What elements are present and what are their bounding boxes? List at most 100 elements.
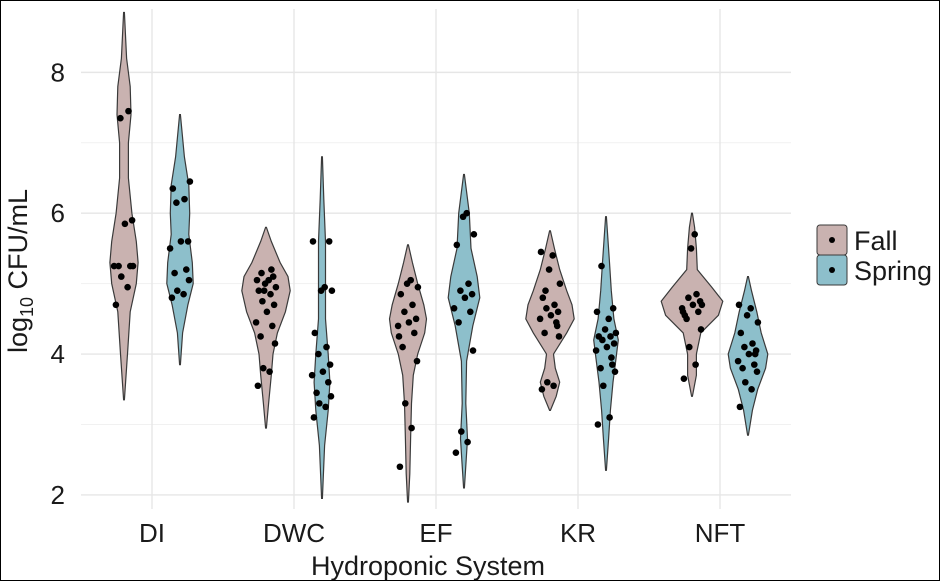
data-point — [313, 389, 320, 397]
x-axis-title: Hydroponic System — [311, 551, 545, 580]
x-tick-label: KR — [560, 518, 596, 548]
data-point — [184, 238, 192, 245]
data-point — [697, 326, 705, 333]
x-tick-label: DWC — [263, 518, 325, 548]
data-point — [607, 333, 614, 340]
data-points — [110, 107, 762, 471]
data-point — [325, 238, 333, 245]
violin-spring-kr — [593, 216, 619, 471]
data-point — [396, 463, 404, 471]
data-point — [177, 238, 185, 245]
data-point — [735, 301, 743, 309]
data-point — [267, 290, 274, 298]
data-point — [692, 361, 699, 368]
violin-fall-dwc — [241, 226, 291, 429]
data-point — [745, 350, 753, 358]
data-point — [181, 195, 188, 203]
data-point — [461, 294, 469, 302]
data-point — [693, 290, 700, 298]
data-point — [541, 329, 548, 337]
data-point — [741, 343, 748, 351]
data-point — [413, 357, 421, 365]
data-point — [269, 273, 277, 280]
data-point — [169, 185, 177, 192]
data-point — [272, 283, 280, 291]
y-axis-title-rest: CFU/mL — [3, 189, 33, 297]
data-point — [537, 248, 545, 256]
data-point — [751, 361, 758, 368]
data-point — [597, 364, 604, 372]
data-point — [600, 382, 607, 390]
legend-key-fall-point — [829, 237, 835, 243]
data-point — [592, 347, 600, 354]
data-point — [606, 414, 613, 421]
data-point — [601, 326, 609, 333]
data-point — [414, 283, 422, 291]
data-point — [610, 340, 618, 347]
legend: Fall Spring — [816, 224, 932, 286]
violin-fall-kr — [525, 230, 575, 411]
data-point — [399, 343, 406, 351]
data-point — [185, 276, 193, 284]
data-point — [748, 385, 755, 393]
data-point — [127, 262, 134, 270]
data-point — [455, 319, 462, 326]
y-axis-title-main: log — [3, 317, 33, 353]
data-point — [749, 340, 756, 347]
data-point — [547, 312, 555, 319]
data-point — [394, 322, 402, 330]
data-point — [328, 287, 336, 294]
data-point — [689, 301, 697, 309]
data-point — [545, 266, 553, 273]
data-point — [736, 403, 744, 411]
data-point — [555, 333, 563, 340]
data-point — [315, 350, 322, 358]
data-point — [319, 368, 327, 375]
data-point — [747, 304, 754, 312]
data-point — [268, 266, 275, 273]
data-point — [453, 241, 461, 249]
y-tick-label: 4 — [51, 339, 65, 369]
data-point — [173, 199, 180, 206]
legend-label-spring: Spring — [854, 256, 932, 286]
data-point — [452, 449, 460, 456]
y-tick-label: 8 — [51, 57, 65, 87]
data-point — [594, 421, 602, 428]
data-point — [411, 329, 418, 337]
data-point — [544, 378, 551, 386]
data-point — [470, 231, 478, 238]
data-point — [321, 283, 329, 291]
data-point — [539, 294, 547, 302]
data-point — [464, 438, 471, 446]
data-point — [323, 343, 330, 351]
data-point — [180, 290, 187, 298]
data-point — [554, 308, 562, 316]
data-point — [409, 301, 416, 309]
data-point — [309, 238, 317, 245]
data-point — [407, 276, 415, 284]
data-point — [186, 178, 194, 185]
data-point — [551, 301, 558, 309]
legend-key-spring-point — [829, 267, 835, 273]
legend-label-fall: Fall — [854, 226, 898, 256]
data-point — [685, 294, 692, 302]
grid — [81, 9, 791, 509]
data-point — [121, 220, 129, 228]
violin-spring-dwc — [313, 156, 331, 499]
data-point — [611, 368, 619, 375]
data-point — [166, 245, 174, 252]
y-axis-title-sub: 10 — [17, 297, 37, 317]
violins — [109, 11, 769, 503]
data-point — [310, 414, 318, 421]
x-tick-label: EF — [419, 518, 452, 548]
data-point — [395, 333, 403, 340]
data-point — [401, 308, 408, 316]
data-point — [556, 280, 564, 287]
data-point — [322, 403, 329, 411]
data-point — [311, 329, 319, 337]
data-point — [128, 216, 136, 224]
data-point — [754, 319, 762, 326]
data-point — [258, 269, 265, 277]
data-point — [680, 375, 688, 383]
